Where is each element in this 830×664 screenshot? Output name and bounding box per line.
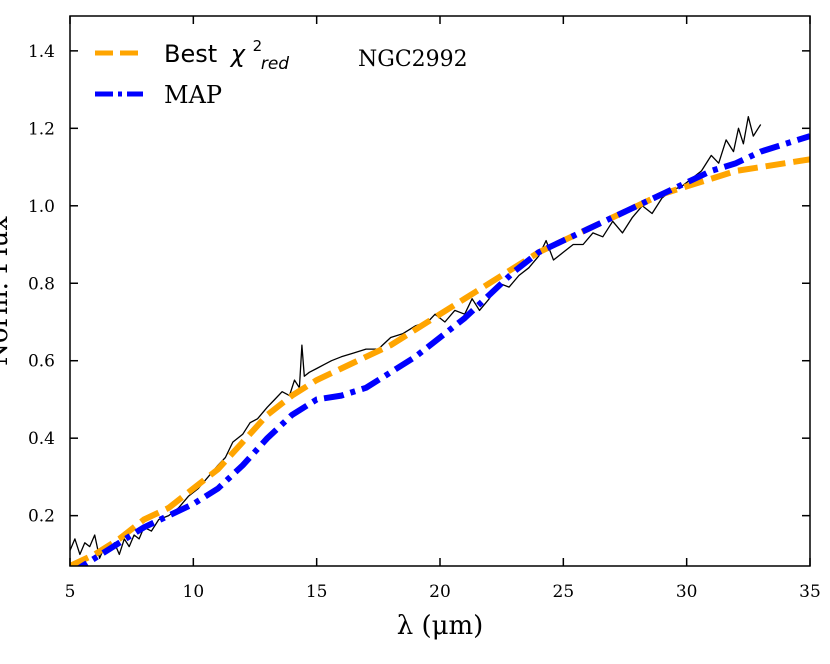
x-tick-label: 35 bbox=[799, 582, 821, 602]
y-tick-label: 0.2 bbox=[28, 507, 55, 527]
x-tick-label: 25 bbox=[553, 582, 575, 602]
legend: Best χ 2 red MAP bbox=[95, 29, 289, 109]
y-tick-label: 0.8 bbox=[28, 274, 55, 294]
y-tick-label: 1.4 bbox=[28, 42, 55, 62]
x-tick-label: 10 bbox=[183, 582, 205, 602]
y-tick-label: 1.2 bbox=[28, 119, 55, 139]
y-tick-label: 1.0 bbox=[28, 197, 55, 217]
y-tick-label: 0.6 bbox=[28, 352, 55, 372]
series-layer bbox=[70, 116, 810, 566]
series-line-0 bbox=[70, 116, 762, 559]
legend-label-best-chi2: Best χ 2 red bbox=[164, 29, 289, 74]
legend-chi-symbol: χ bbox=[229, 40, 246, 68]
x-tick-label: 20 bbox=[429, 582, 451, 602]
y-tick-label: 0.4 bbox=[28, 429, 55, 449]
legend-best-word: Best bbox=[164, 40, 217, 68]
legend-label-map: MAP bbox=[164, 81, 222, 109]
x-axis-label: λ (μm) bbox=[397, 611, 484, 641]
series-line-2 bbox=[76, 133, 810, 566]
y-axis: 0.2 0.4 0.6 0.8 1.0 1.2 1.4 bbox=[28, 42, 810, 527]
x-tick-label: 15 bbox=[306, 582, 328, 602]
x-axis: 5 10 15 20 25 30 35 bbox=[65, 16, 821, 602]
legend-chi-superscript: 2 bbox=[253, 37, 263, 55]
plot-area bbox=[70, 116, 810, 566]
legend-chi-subscript: red bbox=[261, 54, 289, 74]
x-tick-label: 30 bbox=[676, 582, 698, 602]
series-line-1 bbox=[70, 156, 810, 566]
y-axis-label: Norm. Flux bbox=[0, 216, 14, 366]
x-tick-label: 5 bbox=[65, 582, 76, 602]
galaxy-annotation: NGC2992 bbox=[358, 47, 468, 72]
